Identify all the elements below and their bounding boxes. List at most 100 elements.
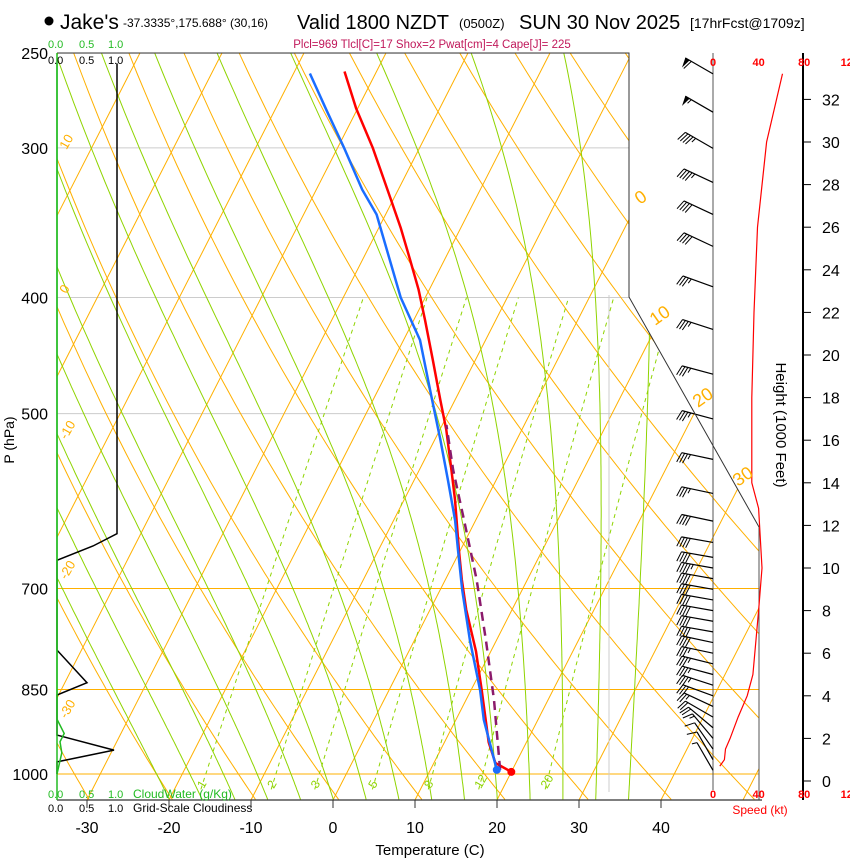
height-tick-label: 6 [822,646,831,663]
wind-barb-icon [676,645,714,658]
temperature-line [343,71,512,773]
barb-feather [682,627,688,637]
height-tick-label: 24 [822,263,840,280]
barb-feather [679,233,688,243]
barb-feather [676,674,683,685]
barb-feather [682,235,690,244]
barb-staff [684,57,714,75]
barb-feather [676,604,682,615]
barb-staff [682,684,714,697]
height-tick-label: 14 [822,476,840,493]
barb-staff [694,722,714,750]
speed-tick-label: 0 [710,57,716,69]
dry-adiabat-line [501,53,759,800]
speed-tick-label: 120 [841,789,850,801]
surface-dewpoint-marker [492,765,501,774]
barb-feather [679,605,685,616]
barb-feather [682,647,689,658]
height-tick-label: 10 [822,561,840,578]
barb-feather [679,626,685,637]
height-tick-label: 16 [822,433,840,450]
barb-feather [676,319,683,329]
isotherm-line [86,53,469,800]
cloudwater-label: CloudWater (g/Kg) [133,787,232,801]
wind-barb-icon [676,655,714,667]
barb-feather [679,636,686,646]
barb-half-feather [687,668,692,674]
dry-adiabat-line [57,53,423,800]
dry-adiabat-line [229,53,755,800]
wind-barb-icon [691,742,714,771]
parcel-line [445,424,502,770]
barb-staff [684,95,714,113]
barb-half-feather [691,742,698,745]
barb-feather [679,706,689,714]
height-tick-label: 8 [822,604,831,621]
temperature-tick-label: -30 [75,820,98,837]
barb-feather [676,168,685,178]
dry-adiabat-line [57,53,256,800]
barb-feather [685,538,691,548]
barb-feather [676,655,683,666]
location-coords: -37.3335°,175.688° (30,16) [123,16,268,30]
barb-staff [681,645,714,654]
barb-feather [685,606,691,617]
barb-feather [679,646,686,657]
speed-tick-label: 0 [710,789,716,801]
height-tick-label: 28 [822,178,840,195]
wind-barb-icon [676,692,714,707]
mixing-ratio-line [478,297,615,790]
barb-feather [685,637,691,648]
barb-feather [679,133,689,142]
barb-feather [686,731,698,735]
barb-feather [679,366,686,376]
barb-staff [696,731,714,761]
barb-feather [682,537,688,548]
dry-adiabat-line [447,53,759,800]
isotherm-line [660,53,759,800]
barb-feather [676,514,683,524]
temperature-tick-label: -20 [157,820,180,837]
barb-staff [681,655,714,665]
wind-barb-icon [676,684,714,697]
cloudiness-label: Grid-Scale Cloudiness [133,801,252,815]
barb-feather [676,562,682,572]
barb-feather [679,615,685,626]
speed-tick-label: 120 [841,57,850,69]
barb-feather [679,487,686,497]
temperature-tick-label: 20 [488,820,506,837]
barb-feather [679,594,685,605]
temperature-tick-label: 10 [406,820,424,837]
barb-feather [682,636,689,647]
barb-staff [682,318,714,331]
barb-half-feather [687,488,691,494]
barb-feather [685,136,694,145]
pressure-tick-label: 1000 [12,767,48,784]
barb-half-feather [687,99,692,104]
dry-adiabat-line [65,53,506,800]
cloudiness-tick-bottom: 0.0 [48,803,63,815]
wind-barb-icon [676,232,714,247]
valid-date: SUN 30 Nov 2025 [519,12,680,34]
wind-barb-icon [676,318,714,331]
barb-feather [679,552,685,562]
isotherm-label: 0 [631,186,651,208]
pressure-tick-label: 850 [21,682,48,699]
barb-staff [681,615,714,622]
barb-feather [676,594,682,604]
dry-adiabat-line [57,53,340,800]
wind-barb-icon [676,410,714,422]
moist-adiabat-line [563,53,602,800]
dry-adiabat-line [338,53,759,800]
dry-adiabat-line [556,53,759,800]
barb-feather [682,713,693,719]
barb-feather [684,204,693,213]
temperature-axis: -30 -20 -10 0 10 20 30 40 [75,800,670,837]
barb-staff [681,625,714,633]
barb-half-feather [687,322,692,327]
barb-feather [679,693,688,703]
barb-feather [679,562,685,573]
moist-adiabat-line [57,53,170,800]
wind-barb-icon [676,635,714,648]
wind-barb-icon [676,513,714,526]
